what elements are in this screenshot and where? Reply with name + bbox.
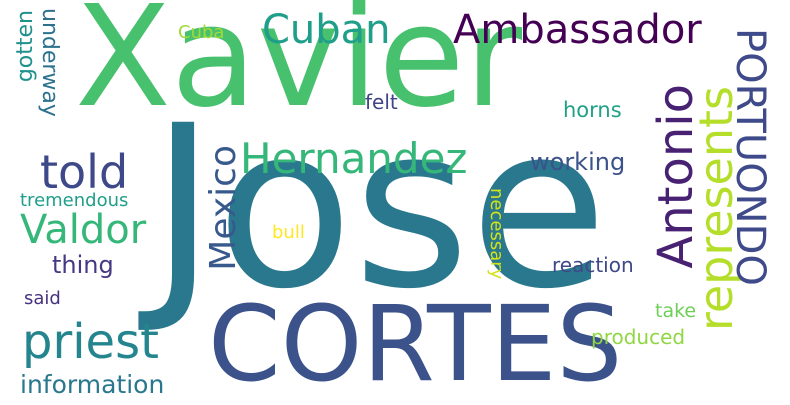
word-told: told: [40, 145, 129, 199]
word-xavier: Xavier: [75, 0, 523, 139]
word-mexico: Mexico: [203, 145, 244, 271]
word-working: working: [530, 148, 626, 176]
word-priest: priest: [22, 314, 159, 370]
word-valdor: Valdor: [20, 207, 147, 253]
word-tremendous: tremendous: [20, 190, 129, 211]
word-cortes: CORTES: [208, 283, 623, 405]
word-horns: horns: [563, 98, 622, 122]
word-necessary: necessary: [486, 188, 507, 280]
word-gotten: gotten: [13, 10, 38, 83]
word-cuban: Cuban: [262, 7, 391, 53]
word-felt: felt: [365, 90, 398, 114]
word-cuba: Cuba: [178, 22, 225, 43]
word-portuondo: PORTUONDO: [727, 28, 773, 286]
word-information: information: [20, 370, 165, 399]
word-ambassador: Ambassador: [453, 7, 702, 53]
word-take: take: [655, 300, 697, 322]
word-underway: underway: [37, 8, 62, 117]
word-jose: Jose: [150, 77, 608, 338]
word-reaction: reaction: [552, 253, 634, 277]
word-produced: produced: [591, 325, 686, 349]
word-said: said: [24, 288, 61, 309]
word-hernandez: Hernandez: [240, 134, 468, 183]
word-thing: thing: [52, 251, 114, 279]
word-bull: bull: [272, 222, 305, 243]
